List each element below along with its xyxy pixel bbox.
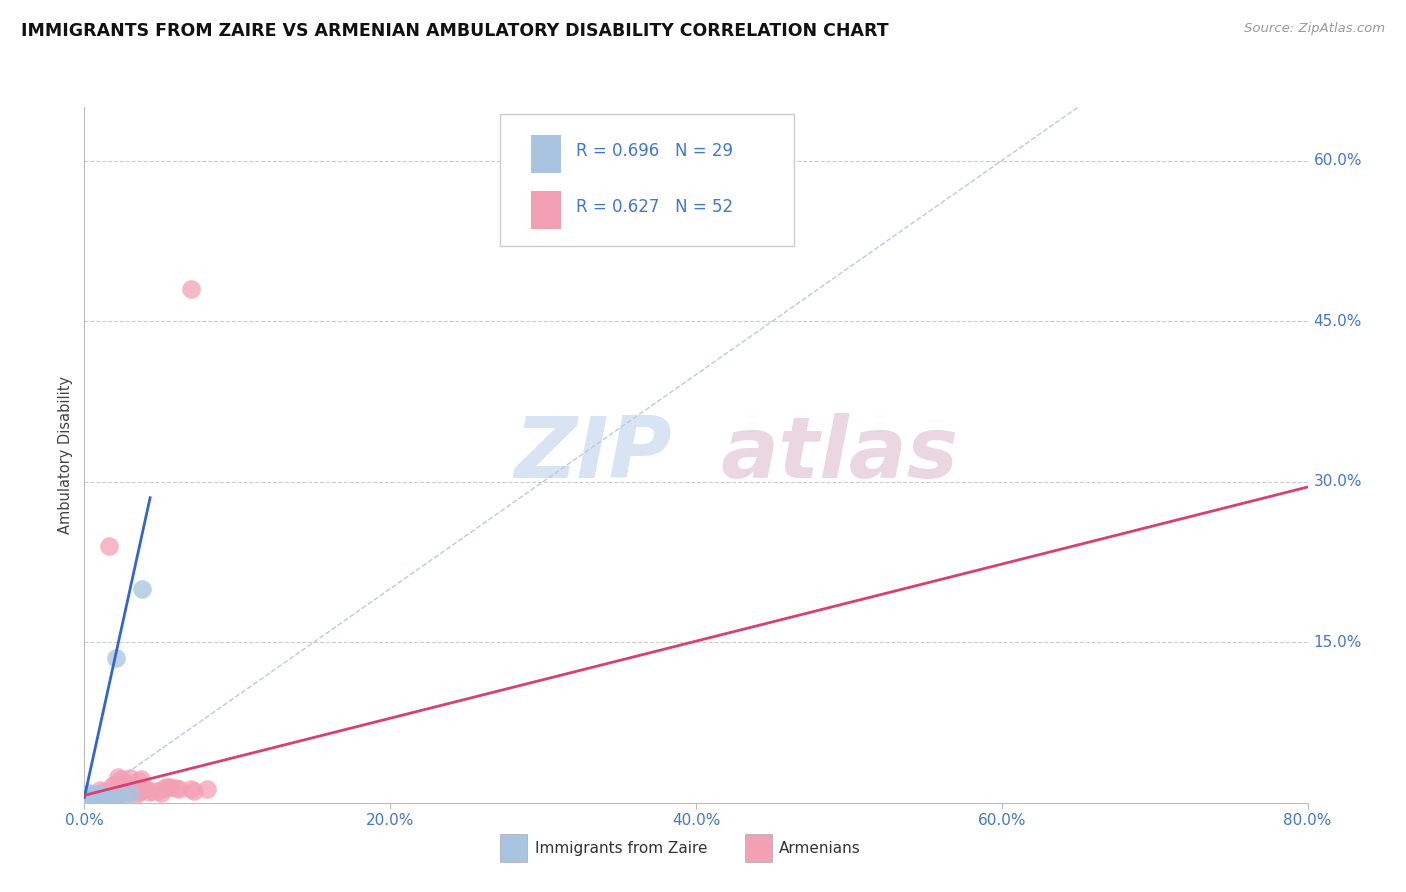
Y-axis label: Ambulatory Disability: Ambulatory Disability [58,376,73,534]
Point [114,781,136,796]
Text: Armenians: Armenians [779,840,860,855]
Text: 45.0%: 45.0% [1313,314,1362,328]
Point [105,651,128,665]
Point [77,792,100,806]
Point [104,776,127,790]
Point [120,786,142,800]
Point [75,795,97,809]
Point [110,787,132,801]
Point [146,784,169,798]
Point [79,792,101,806]
Point [77,786,100,800]
Point [91,790,114,805]
Point [89,795,111,809]
Point [91,792,114,806]
Point [165,780,187,795]
Point [120,786,142,800]
Point [75,795,97,809]
Text: R = 0.627   N = 52: R = 0.627 N = 52 [576,197,733,216]
Point [195,781,218,796]
Point [183,784,205,798]
Point [180,282,202,296]
Point [135,781,157,796]
Point [93,789,115,803]
Point [156,780,179,794]
Point [87,787,110,801]
Point [111,780,134,795]
Point [75,792,97,806]
Point [180,781,202,796]
Point [110,772,132,787]
Text: 60.0%: 60.0% [1313,153,1362,168]
Point [104,789,127,803]
Point [83,789,105,803]
Point [83,790,105,805]
Point [138,785,160,799]
Point [104,789,127,804]
Point [159,780,181,794]
Point [77,794,100,808]
Point [89,790,111,805]
FancyBboxPatch shape [531,135,561,173]
Point [77,789,100,804]
Point [89,789,111,804]
Point [76,790,98,805]
Point [94,789,117,803]
FancyBboxPatch shape [501,834,527,862]
Point [112,785,135,799]
Text: atlas: atlas [720,413,959,497]
Point [89,783,111,797]
Point [96,791,118,805]
Text: Source: ZipAtlas.com: Source: ZipAtlas.com [1244,22,1385,36]
Point [107,770,129,784]
Point [80,791,103,805]
Point [84,790,107,805]
Point [84,792,107,806]
Point [167,781,190,796]
Point [149,786,172,800]
Point [97,787,120,801]
Point [84,794,107,808]
Point [125,787,148,801]
Point [129,772,152,787]
Point [111,774,134,789]
Point [80,794,103,808]
FancyBboxPatch shape [501,114,794,246]
Point [86,791,108,805]
Text: IMMIGRANTS FROM ZAIRE VS ARMENIAN AMBULATORY DISABILITY CORRELATION CHART: IMMIGRANTS FROM ZAIRE VS ARMENIAN AMBULA… [21,22,889,40]
FancyBboxPatch shape [531,191,561,229]
Point [101,779,124,793]
Point [120,771,142,785]
Text: R = 0.696   N = 29: R = 0.696 N = 29 [576,142,733,160]
Point [79,787,101,801]
Text: 15.0%: 15.0% [1313,635,1362,649]
Point [141,784,163,798]
Point [131,582,153,596]
Text: 30.0%: 30.0% [1313,475,1362,489]
Point [153,780,176,795]
FancyBboxPatch shape [745,834,772,862]
Text: Immigrants from Zaire: Immigrants from Zaire [534,840,707,855]
Point [101,789,124,804]
Point [128,785,150,799]
Point [76,791,98,805]
Point [83,792,105,806]
Point [76,791,98,805]
Point [76,794,98,808]
Point [115,784,138,798]
Point [131,783,153,797]
Point [111,790,134,805]
Point [127,774,149,789]
Point [79,794,101,808]
Point [77,795,100,809]
Point [91,785,114,799]
Point [86,792,108,806]
Point [122,783,145,797]
Point [107,786,129,800]
Point [96,792,118,806]
Text: ZIP: ZIP [513,413,672,497]
Point [87,794,110,808]
Point [97,539,120,553]
Point [80,795,103,809]
